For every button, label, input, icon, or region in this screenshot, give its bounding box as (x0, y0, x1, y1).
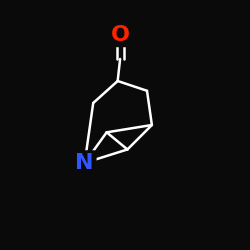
Text: N: N (76, 153, 94, 173)
Text: O: O (110, 24, 130, 44)
